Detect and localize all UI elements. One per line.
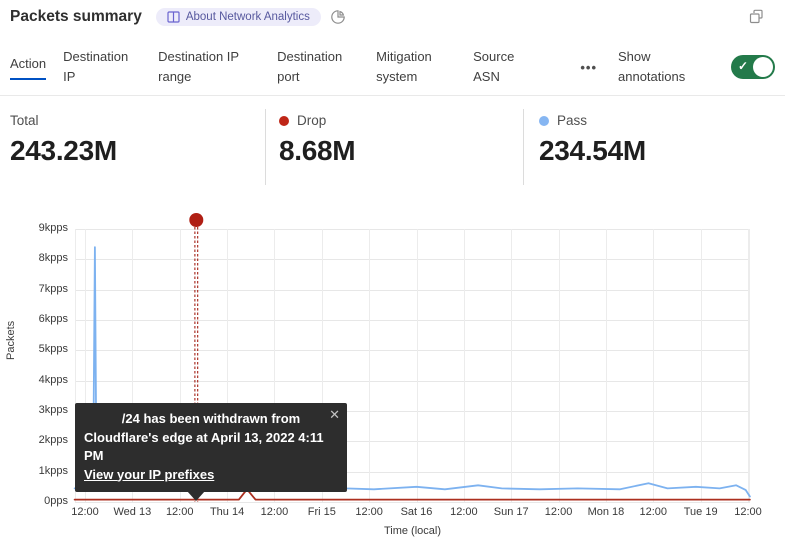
- tabs-divider: [0, 95, 785, 96]
- tab-mitigation-system[interactable]: Mitigation system: [376, 48, 432, 84]
- x-tick-label: 12:00: [355, 506, 383, 518]
- y-tick-label: 2kpps: [38, 434, 68, 447]
- panel-header: Packets summary About Network Analytics: [10, 8, 745, 26]
- pie-chart-icon[interactable]: [330, 9, 346, 25]
- x-tick-label: 12:00: [450, 506, 478, 518]
- stat-total: Total 243.23M: [10, 109, 265, 185]
- check-icon: ✓: [738, 59, 749, 73]
- tooltip-arrow: [187, 491, 205, 501]
- stat-pass-value: 234.54M: [539, 135, 646, 166]
- y-tick-label: 4kpps: [38, 373, 68, 386]
- stat-drop-value: 8.68M: [279, 135, 356, 166]
- x-tick-label: Sat 16: [400, 506, 433, 518]
- x-tick-label: Wed 13: [113, 506, 152, 518]
- y-tick-label: 6kpps: [38, 313, 68, 325]
- dimension-tabs: Action Destination IP Destination IP ran…: [10, 44, 775, 90]
- book-icon: [167, 11, 180, 23]
- popout-icon[interactable]: [748, 8, 765, 30]
- annotation-text-line1: /24 has been withdrawn from: [121, 411, 301, 426]
- drop-legend-dot: [279, 115, 289, 126]
- stat-pass: Pass 234.54M: [523, 109, 773, 185]
- tab-destination-ip-range[interactable]: Destination IP range: [158, 48, 239, 84]
- x-tick-label: Mon 18: [587, 506, 625, 518]
- toggle-knob: [753, 57, 773, 77]
- y-tick-label: 9kpps: [38, 222, 68, 234]
- x-tick-label: Sun 17: [493, 506, 529, 518]
- x-tick-label: 12:00: [734, 506, 762, 518]
- x-tick-label: Fri 15: [307, 506, 336, 518]
- page-title: Packets summary: [10, 8, 142, 25]
- y-tick-label: 3kpps: [38, 404, 68, 416]
- x-tick-label: 12:00: [71, 506, 99, 518]
- x-axis-title: Time (local): [383, 525, 442, 537]
- annotation-tooltip: ✕ /24 has been withdrawn from Cloudflare…: [75, 403, 347, 501]
- about-badge-label: About Network Analytics: [185, 11, 310, 23]
- annotation-text-line2: Cloudflare's edge at April 13, 2022 4:11…: [84, 429, 324, 464]
- x-tick-label: 12:00: [639, 506, 668, 518]
- y-tick-label: 0pps: [44, 495, 68, 507]
- tab-action[interactable]: Action: [10, 54, 47, 80]
- stat-total-label: Total: [10, 113, 39, 128]
- y-tick-label: 1kpps: [38, 464, 68, 477]
- show-annotations-label: Show annotations: [618, 48, 686, 84]
- stats-row: Total 243.23M Drop 8.68M Pass 234.54M: [10, 109, 785, 185]
- stat-pass-label: Pass: [557, 113, 588, 128]
- more-tabs-button[interactable]: •••: [580, 59, 597, 75]
- y-tick-label: 5kpps: [38, 343, 68, 356]
- x-tick-label: Thu 14: [209, 506, 245, 518]
- stat-drop-label: Drop: [297, 113, 327, 128]
- x-tick-label: 12:00: [165, 506, 194, 518]
- x-tick-label: 12:00: [260, 506, 289, 518]
- y-tick-label: 8kpps: [38, 252, 68, 265]
- close-icon[interactable]: ✕: [329, 407, 340, 422]
- x-tick-label: 12:00: [544, 506, 573, 518]
- pass-legend-dot: [539, 115, 549, 126]
- packets-time-series-chart: Packets 0pps 1kpps 2kpps 3kpps 4kpps 5kpps 6kp…: [0, 210, 785, 555]
- x-tick-label: Tue 19: [683, 506, 718, 518]
- view-ip-prefixes-link[interactable]: View your IP prefixes: [84, 466, 215, 482]
- about-network-analytics-badge[interactable]: About Network Analytics: [155, 8, 321, 26]
- tab-source-asn[interactable]: Source ASN: [473, 48, 515, 84]
- stat-total-value: 243.23M: [10, 135, 117, 166]
- show-annotations-toggle[interactable]: ✓: [731, 55, 775, 79]
- y-tick-label: 7kpps: [38, 282, 68, 295]
- tab-destination-port[interactable]: Destination port: [277, 48, 343, 84]
- tab-destination-ip[interactable]: Destination IP: [63, 48, 129, 84]
- stat-drop: Drop 8.68M: [265, 109, 523, 185]
